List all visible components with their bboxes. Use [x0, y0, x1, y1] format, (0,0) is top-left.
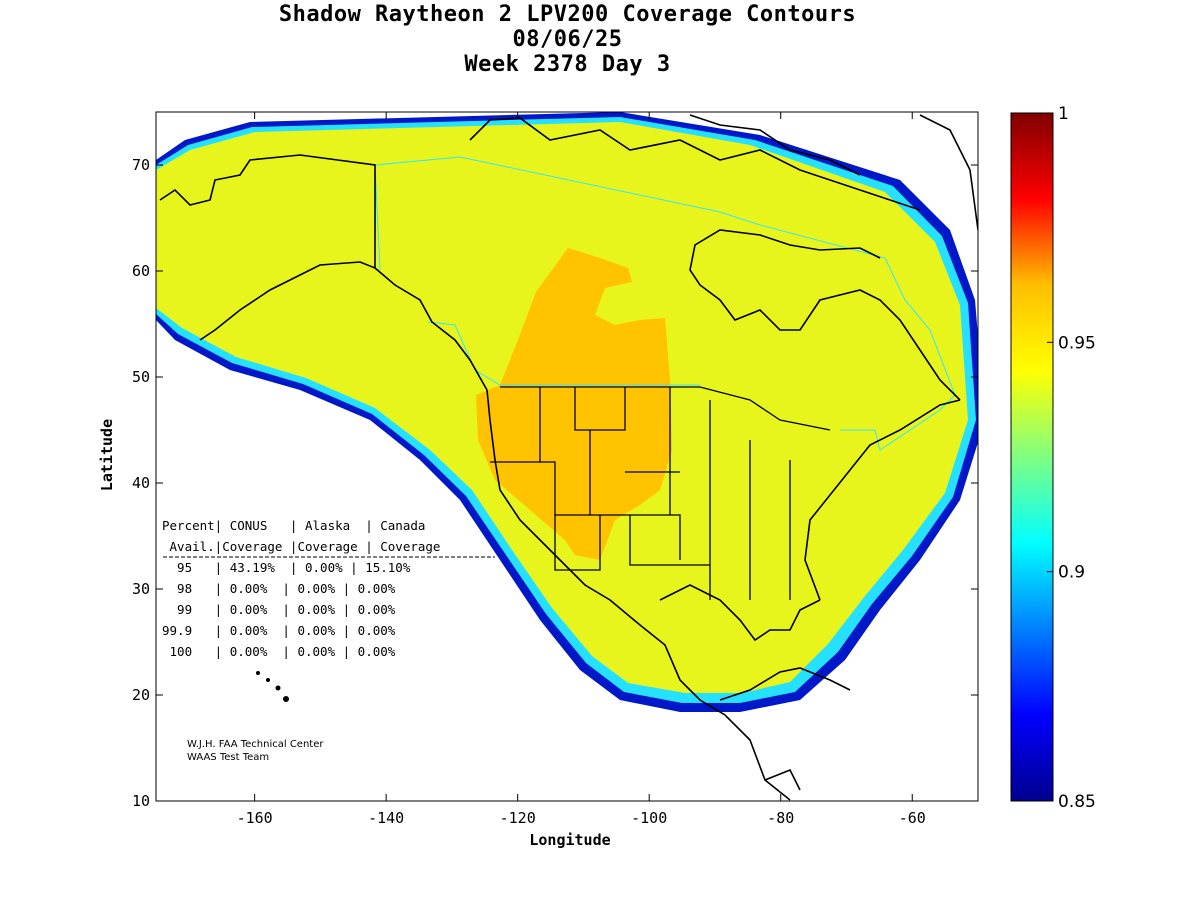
x-tick-label: -100 — [631, 809, 667, 827]
y-tick-label: 40 — [132, 474, 150, 492]
canada-boundary-lines — [374, 156, 956, 451]
colorbar-tick-label: 0.85 — [1058, 792, 1096, 812]
chart-date: 08/06/25 — [512, 27, 623, 52]
table-row: 98 | 0.00% | 0.00% | 0.00% — [162, 581, 396, 596]
coverage-band-high — [476, 248, 672, 560]
x-tick-label: -140 — [368, 809, 404, 827]
colorbar-ticks: 1 0.95 0.9 0.85 — [1047, 104, 1096, 812]
y-tick-label: 60 — [132, 262, 150, 280]
coastlines — [159, 114, 978, 801]
plot-frame — [155, 111, 979, 802]
x-axis-ticks: -160 -140 -120 -100 -80 -60 — [237, 112, 926, 827]
chart-title: Shadow Raytheon 2 LPV200 Coverage Contou… — [278, 2, 857, 27]
y-tick-label: 20 — [132, 686, 150, 704]
y-tick-label: 70 — [132, 156, 150, 174]
x-tick-label: -160 — [237, 809, 273, 827]
table-header-2: Avail.|Coverage |Coverage | Coverage — [162, 539, 440, 554]
colorbar-tick-label: 0.95 — [1058, 333, 1096, 353]
y-axis-label: Latitude — [98, 419, 116, 491]
table-row: 95 | 43.19% | 0.00% | 15.10% — [162, 560, 411, 575]
hawaii-islands — [256, 671, 289, 702]
x-axis-label: Longitude — [529, 831, 610, 849]
coverage-table: Percent| CONUS | Alaska | Canada Avail.|… — [162, 518, 495, 659]
us-state-borders — [490, 386, 831, 600]
colorbar-tick-label: 0.9 — [1058, 563, 1085, 583]
colorbar — [1010, 112, 1054, 802]
x-tick-label: -120 — [500, 809, 536, 827]
chart-week: Week 2378 Day 3 — [464, 52, 671, 77]
y-tick-label: 30 — [132, 580, 150, 598]
y-tick-label: 50 — [132, 368, 150, 386]
x-tick-label: -60 — [899, 809, 926, 827]
table-header-1: Percent| CONUS | Alaska | Canada — [162, 518, 425, 533]
table-row: 100 | 0.00% | 0.00% | 0.00% — [162, 644, 396, 659]
colorbar-tick-label: 1 — [1058, 104, 1069, 124]
y-axis-ticks: 10 20 30 40 50 60 70 — [132, 156, 978, 810]
credit-line-1: W.J.H. FAA Technical Center — [187, 739, 324, 750]
table-row: 99.9 | 0.00% | 0.00% | 0.00% — [162, 623, 396, 638]
table-row: 99 | 0.00% | 0.00% | 0.00% — [162, 602, 396, 617]
y-tick-label: 10 — [132, 792, 150, 810]
credit-line-2: WAAS Test Team — [187, 752, 269, 763]
x-tick-label: -80 — [767, 809, 794, 827]
